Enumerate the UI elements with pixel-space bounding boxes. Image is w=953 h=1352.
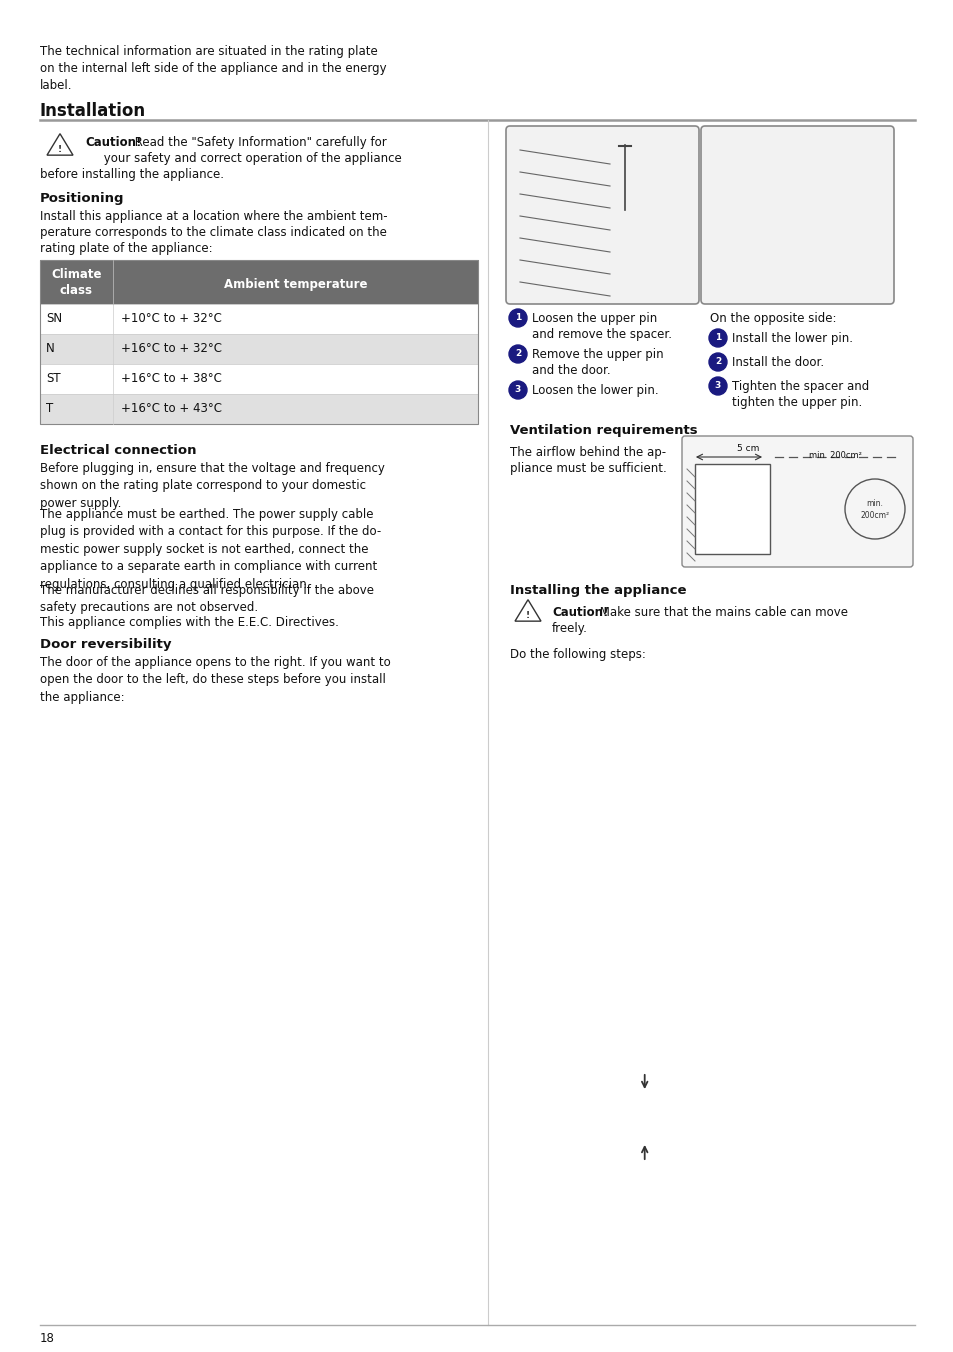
Text: Installing the appliance: Installing the appliance <box>510 584 686 598</box>
Text: Climate
class: Climate class <box>51 268 102 297</box>
Text: perature corresponds to the climate class indicated on the: perature corresponds to the climate clas… <box>40 226 387 239</box>
Circle shape <box>708 353 726 370</box>
Text: The manufacturer declines all responsibility if the above
safety precautions are: The manufacturer declines all responsibi… <box>40 584 374 615</box>
Text: tighten the upper pin.: tighten the upper pin. <box>731 396 862 410</box>
FancyBboxPatch shape <box>681 435 912 566</box>
Text: Install this appliance at a location where the ambient tem-: Install this appliance at a location whe… <box>40 210 387 223</box>
Text: Electrical connection: Electrical connection <box>40 443 196 457</box>
Text: your safety and correct operation of the appliance: your safety and correct operation of the… <box>85 151 401 165</box>
Text: Door reversibility: Door reversibility <box>40 638 172 652</box>
Text: Make sure that the mains cable can move: Make sure that the mains cable can move <box>596 606 847 619</box>
Circle shape <box>509 310 526 327</box>
FancyBboxPatch shape <box>40 260 477 304</box>
Text: Loosen the upper pin: Loosen the upper pin <box>532 312 657 324</box>
Text: SN: SN <box>46 312 62 324</box>
Text: min.
200cm²: min. 200cm² <box>860 499 888 519</box>
Text: !: ! <box>58 145 62 154</box>
Text: Positioning: Positioning <box>40 192 125 206</box>
Text: 3: 3 <box>714 381 720 391</box>
Text: On the opposite side:: On the opposite side: <box>709 312 836 324</box>
Text: and remove the spacer.: and remove the spacer. <box>532 329 671 341</box>
FancyBboxPatch shape <box>40 304 477 334</box>
Text: Tighten the spacer and: Tighten the spacer and <box>731 380 868 393</box>
Text: +16°C to + 38°C: +16°C to + 38°C <box>121 372 222 385</box>
Text: 5 cm: 5 cm <box>736 443 759 453</box>
Text: Remove the upper pin: Remove the upper pin <box>532 347 663 361</box>
Text: min. 200cm²: min. 200cm² <box>808 452 861 460</box>
Text: before installing the appliance.: before installing the appliance. <box>40 168 224 181</box>
Text: 3: 3 <box>515 385 520 395</box>
Text: ST: ST <box>46 372 61 385</box>
Text: freely.: freely. <box>552 622 587 635</box>
Text: This appliance complies with the E.E.C. Directives.: This appliance complies with the E.E.C. … <box>40 617 338 629</box>
Text: +16°C to + 43°C: +16°C to + 43°C <box>121 402 222 415</box>
Text: !: ! <box>525 611 530 619</box>
FancyBboxPatch shape <box>695 464 769 554</box>
Circle shape <box>509 381 526 399</box>
Text: Install the door.: Install the door. <box>731 356 823 369</box>
Text: and the door.: and the door. <box>532 364 610 377</box>
Text: Do the following steps:: Do the following steps: <box>510 648 645 661</box>
Text: on the internal left side of the appliance and in the energy: on the internal left side of the applian… <box>40 62 386 74</box>
Text: Ventilation requirements: Ventilation requirements <box>510 425 697 437</box>
Text: The technical information are situated in the rating plate: The technical information are situated i… <box>40 45 377 58</box>
Circle shape <box>708 329 726 347</box>
Circle shape <box>509 345 526 362</box>
Text: Caution!: Caution! <box>85 137 141 149</box>
Text: 1: 1 <box>714 334 720 342</box>
Circle shape <box>708 377 726 395</box>
Text: rating plate of the appliance:: rating plate of the appliance: <box>40 242 213 256</box>
Text: Ambient temperature: Ambient temperature <box>224 279 367 291</box>
Text: Before plugging in, ensure that the voltage and frequency
shown on the rating pl: Before plugging in, ensure that the volt… <box>40 462 384 510</box>
Text: +16°C to + 32°C: +16°C to + 32°C <box>121 342 222 356</box>
Text: 2: 2 <box>515 350 520 358</box>
Text: The airflow behind the ap-: The airflow behind the ap- <box>510 446 665 458</box>
Text: 2: 2 <box>714 357 720 366</box>
Text: The appliance must be earthed. The power supply cable
plug is provided with a co: The appliance must be earthed. The power… <box>40 508 381 591</box>
Text: Loosen the lower pin.: Loosen the lower pin. <box>532 384 658 397</box>
Text: Installation: Installation <box>40 101 146 120</box>
Text: label.: label. <box>40 78 72 92</box>
Text: The door of the appliance opens to the right. If you want to
open the door to th: The door of the appliance opens to the r… <box>40 656 391 704</box>
Text: T: T <box>46 402 53 415</box>
Text: N: N <box>46 342 54 356</box>
Text: +10°C to + 32°C: +10°C to + 32°C <box>121 312 222 324</box>
Text: 1: 1 <box>515 314 520 323</box>
Text: Install the lower pin.: Install the lower pin. <box>731 333 852 345</box>
FancyBboxPatch shape <box>700 126 893 304</box>
FancyBboxPatch shape <box>40 334 477 364</box>
FancyBboxPatch shape <box>40 364 477 393</box>
Text: Caution!: Caution! <box>552 606 608 619</box>
FancyBboxPatch shape <box>505 126 699 304</box>
Text: pliance must be sufficient.: pliance must be sufficient. <box>510 462 666 475</box>
Text: 18: 18 <box>40 1332 55 1345</box>
FancyBboxPatch shape <box>40 393 477 425</box>
Text: Read the "Safety Information" carefully for: Read the "Safety Information" carefully … <box>131 137 386 149</box>
